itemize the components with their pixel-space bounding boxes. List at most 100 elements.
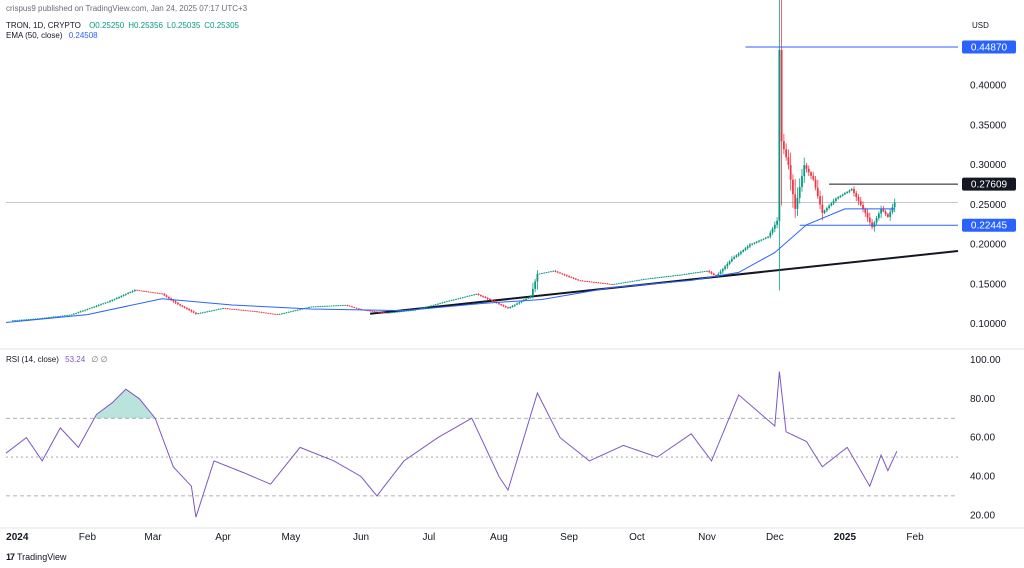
candle-body <box>559 272 561 274</box>
candle-body <box>412 310 414 311</box>
candle-body <box>290 311 292 313</box>
ohlc-close: C0.25305 <box>204 21 239 30</box>
candle-body <box>247 310 249 312</box>
candle-body <box>554 270 557 272</box>
candle-body <box>728 261 731 264</box>
candle-body <box>617 283 620 285</box>
candle-body <box>192 311 195 313</box>
candle-body <box>547 271 550 273</box>
candle-body <box>830 203 833 206</box>
candle-body <box>742 249 745 252</box>
rsi-legend[interactable]: RSI (14, close) 53.24 ∅ ∅ <box>6 355 108 364</box>
candle-body <box>622 282 625 284</box>
candle-body <box>124 293 127 295</box>
candle-body <box>18 319 21 321</box>
candle-body <box>109 300 111 302</box>
candle-body <box>425 306 428 308</box>
candle-body <box>143 290 145 292</box>
candle-body <box>373 311 376 313</box>
candle-body <box>509 307 512 309</box>
candle-body <box>113 298 116 300</box>
candle-body <box>88 308 91 310</box>
x-tick-label: Apr <box>215 532 231 543</box>
candle-body <box>332 305 335 307</box>
candle-body <box>864 208 867 213</box>
candle-body <box>14 320 16 322</box>
candle-body <box>29 319 32 320</box>
currency-label: USD <box>972 21 989 30</box>
candle-body <box>45 317 48 319</box>
candle-body <box>638 279 641 281</box>
candle-body <box>805 165 808 169</box>
candle-body <box>726 263 729 267</box>
candle-body <box>249 310 252 312</box>
candle-body <box>448 300 451 302</box>
candle-body <box>581 280 584 282</box>
candle-body <box>93 306 96 308</box>
candle-body <box>195 312 197 314</box>
candle-body <box>570 276 573 278</box>
candle-body <box>841 194 844 196</box>
candle-body <box>645 278 647 280</box>
candle-body <box>27 319 30 321</box>
candle-body <box>371 310 374 312</box>
candle-body <box>690 273 693 274</box>
candle-body <box>667 276 670 277</box>
candle-body <box>213 310 215 311</box>
candle-body <box>251 310 254 312</box>
candle-body <box>41 318 44 319</box>
symbol-legend[interactable]: TRON, 1D, CRYPTO O0.25250 H0.25356 L0.25… <box>6 21 239 30</box>
candle-body <box>676 275 679 276</box>
candle-body <box>84 309 87 311</box>
candle-body <box>91 307 93 309</box>
x-tick-label: Sep <box>560 532 578 543</box>
candle-body <box>599 282 602 284</box>
candle-body <box>593 281 595 283</box>
tradingview-logo[interactable]: 17 TradingView <box>6 552 67 562</box>
candle-body <box>233 309 236 310</box>
ema-legend[interactable]: EMA (50, close) 0.24508 <box>6 31 98 40</box>
candle-body <box>335 305 338 307</box>
candle-body <box>531 288 534 297</box>
candle-body <box>382 312 385 314</box>
candle-body <box>507 307 509 309</box>
candle-body <box>839 195 842 198</box>
candle-body <box>631 281 634 282</box>
candle-body <box>20 319 23 321</box>
candle-body <box>466 296 469 297</box>
candle-body <box>758 240 760 242</box>
candle-body <box>405 310 408 312</box>
candle-body <box>174 301 177 303</box>
candle-body <box>63 315 66 317</box>
candle-body <box>498 303 500 305</box>
candle-body <box>701 271 704 273</box>
candle-body <box>430 305 433 307</box>
candle-body <box>712 273 715 276</box>
candle-body <box>473 294 475 296</box>
candle-body <box>846 191 849 194</box>
candle-body <box>317 306 319 308</box>
candle-body <box>649 278 652 280</box>
candle-body <box>527 297 530 299</box>
x-tick-label: Mar <box>144 532 162 543</box>
candle-body <box>267 312 270 314</box>
candle-body <box>525 298 527 300</box>
candle-body <box>737 253 740 256</box>
candle-body <box>25 319 28 321</box>
candle-body <box>887 214 889 217</box>
candle-body <box>366 310 369 312</box>
candle-body <box>468 295 471 297</box>
candle-body <box>133 289 136 291</box>
candle-body <box>231 308 234 310</box>
candle-body <box>369 310 371 312</box>
x-tick-label: Jun <box>353 532 369 543</box>
candle-body <box>242 310 245 311</box>
level-tag-0.44870 <box>962 40 1016 54</box>
candle-body <box>520 301 523 303</box>
candle-body <box>330 305 333 307</box>
candle-body <box>188 309 191 311</box>
candle-body <box>326 305 329 307</box>
candle-body <box>79 311 82 313</box>
candle-body <box>190 310 193 312</box>
candle-body <box>482 295 485 297</box>
